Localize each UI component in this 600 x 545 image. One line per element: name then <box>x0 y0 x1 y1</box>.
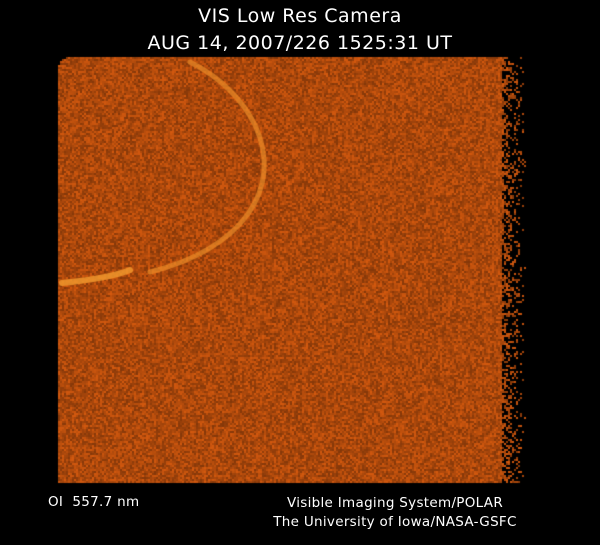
filter-label: OI 557.7 nm <box>48 494 140 510</box>
credit-label: Visible Imaging System/POLAR The Univers… <box>235 494 555 532</box>
credit-line-2: The University of Iowa/NASA-GSFC <box>273 514 517 530</box>
timestamp-title: AUG 14, 2007/226 1525:31 UT <box>147 32 453 54</box>
credit-line-1: Visible Imaging System/POLAR <box>286 495 504 511</box>
instrument-title: VIS Low Res Camera <box>198 5 402 27</box>
